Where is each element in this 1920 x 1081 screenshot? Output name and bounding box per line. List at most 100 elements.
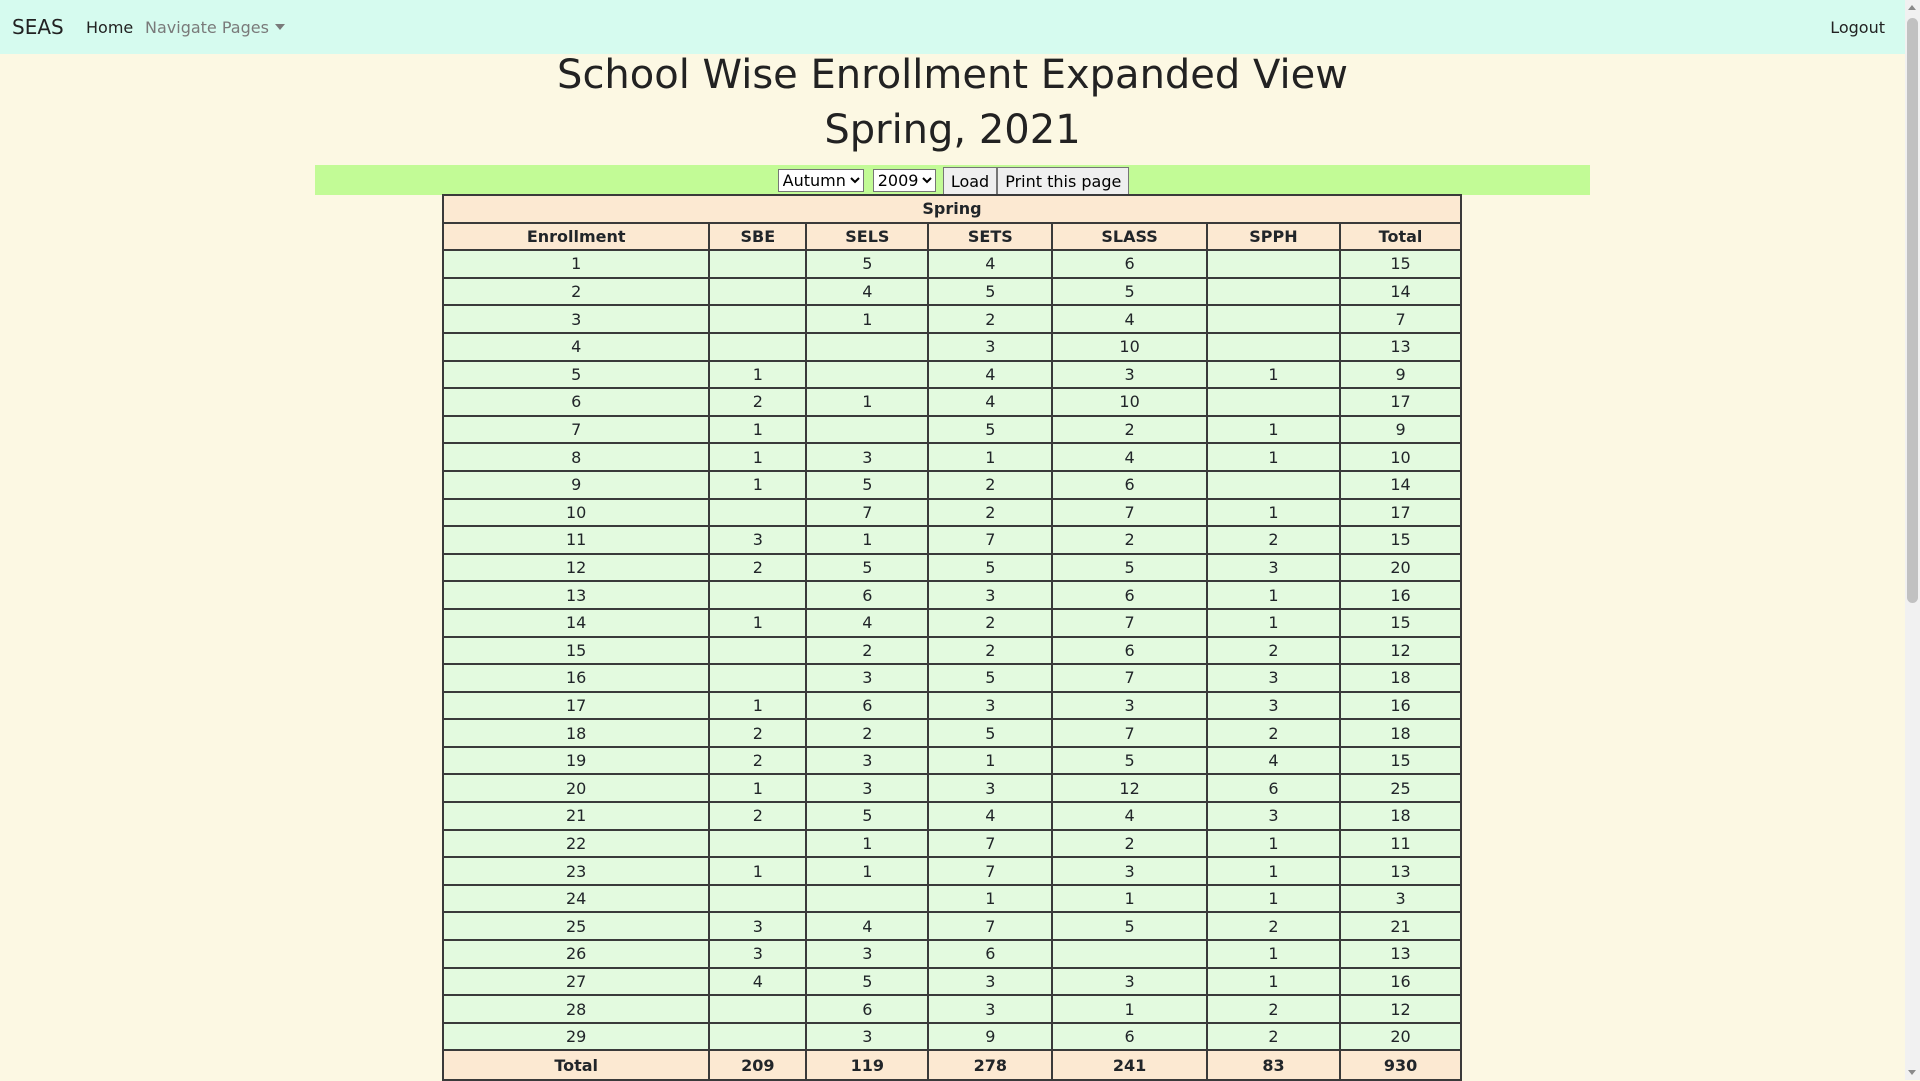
brand-link[interactable]: SEAS bbox=[12, 15, 64, 39]
table-row: 28 6 3 1 2 12 bbox=[441, 994, 1462, 1024]
load-button[interactable]: Load bbox=[942, 167, 998, 195]
table-cell: 18 bbox=[441, 718, 711, 748]
table-cell: 1 bbox=[1205, 607, 1342, 638]
table-cell: 2 bbox=[927, 469, 1054, 500]
table-cell: 7 bbox=[1051, 497, 1208, 528]
table-cell: 5 bbox=[441, 359, 711, 390]
table-cell: 6 bbox=[1051, 635, 1208, 666]
column-header: Total bbox=[1339, 221, 1462, 252]
table-cell bbox=[1205, 276, 1342, 307]
table-row: 6 2 1 4 10 17 bbox=[441, 387, 1462, 417]
table-cell bbox=[805, 883, 930, 914]
vertical-scrollbar[interactable] bbox=[1905, 0, 1920, 1080]
table-row: 16 3 5 7 3 18 bbox=[441, 663, 1462, 693]
table-cell: 1 bbox=[927, 745, 1054, 776]
table-row: 8 1 3 1 4 1 10 bbox=[441, 442, 1462, 472]
table-cell: 7 bbox=[1051, 663, 1208, 693]
table-cell: 2 bbox=[1205, 635, 1342, 666]
table-cell: 3 bbox=[1339, 883, 1462, 914]
table-row: 23 1 1 7 3 1 13 bbox=[441, 856, 1462, 886]
table-cell: 21 bbox=[441, 801, 711, 831]
table-cell: 3 bbox=[805, 442, 930, 472]
table-cell: 1 bbox=[708, 442, 808, 472]
total-cell: 241 bbox=[1051, 1049, 1208, 1081]
table-cell: 1 bbox=[805, 304, 930, 334]
table-cell: 3 bbox=[1205, 663, 1342, 693]
table-cell: 6 bbox=[441, 387, 711, 417]
table-cell: 5 bbox=[1051, 745, 1208, 776]
table-cell: 18 bbox=[1339, 801, 1462, 831]
table-row: 19 2 3 1 5 4 15 bbox=[441, 745, 1462, 776]
table-cell: 4 bbox=[441, 331, 711, 362]
table-cell: 2 bbox=[927, 607, 1054, 638]
table-cell: 16 bbox=[1339, 580, 1462, 610]
page-subtitle: Spring, 2021 bbox=[824, 107, 1081, 153]
table-cell: 3 bbox=[708, 525, 808, 555]
nav-logout-link[interactable]: Logout bbox=[1830, 18, 1885, 37]
table-cell: 3 bbox=[708, 939, 808, 969]
nav-home-link[interactable]: Home bbox=[86, 18, 134, 37]
year-select[interactable]: 2009 bbox=[872, 169, 936, 192]
table-cell: 15 bbox=[1339, 607, 1462, 638]
table-cell: 10 bbox=[1339, 442, 1462, 472]
table-cell: 3 bbox=[1051, 856, 1208, 886]
table-cell: 1 bbox=[1205, 966, 1342, 997]
table-cell: 6 bbox=[927, 939, 1054, 969]
scrollbar-thumb[interactable] bbox=[1907, 18, 1918, 603]
table-row: 27 4 5 3 3 1 16 bbox=[441, 966, 1462, 997]
table-row: 25 3 4 7 5 2 21 bbox=[441, 911, 1462, 942]
table-cell: 1 bbox=[1205, 580, 1342, 610]
table-cell: 2 bbox=[1205, 911, 1342, 942]
table-cell: 6 bbox=[1051, 249, 1208, 279]
semester-select[interactable]: Autumn bbox=[777, 169, 864, 192]
table-cell: 1 bbox=[805, 387, 930, 417]
table-cell: 1 bbox=[1205, 359, 1342, 390]
table-cell: 4 bbox=[805, 911, 930, 942]
table-cell: 1 bbox=[1051, 883, 1208, 914]
table-cell: 13 bbox=[441, 580, 711, 610]
table-cell: 7 bbox=[1339, 304, 1462, 334]
table-row: 14 1 4 2 7 1 15 bbox=[441, 607, 1462, 638]
table-row: 20 1 3 3 12 6 25 bbox=[441, 773, 1462, 804]
table-cell: 12 bbox=[1051, 773, 1208, 804]
table-cell: 17 bbox=[1339, 387, 1462, 417]
table-cell: 7 bbox=[1051, 607, 1208, 638]
table-cell: 3 bbox=[805, 939, 930, 969]
table-cell: 11 bbox=[441, 525, 711, 555]
table-cell: 2 bbox=[805, 635, 930, 666]
table-cell bbox=[805, 359, 930, 390]
table-cell bbox=[708, 276, 808, 307]
table-cell: 15 bbox=[1339, 745, 1462, 776]
table-cell: 4 bbox=[1051, 442, 1208, 472]
totals-row: Total 209 119 278 241 83 930 bbox=[441, 1049, 1462, 1081]
table-cell: 4 bbox=[927, 359, 1054, 390]
table-cell: 27 bbox=[441, 966, 711, 997]
table-cell: 6 bbox=[805, 580, 930, 610]
table-row: 26 3 3 6 1 13 bbox=[441, 939, 1462, 969]
table-cell bbox=[708, 304, 808, 334]
table-cell: 21 bbox=[1339, 911, 1462, 942]
table-cell bbox=[708, 994, 808, 1024]
table-cell: 12 bbox=[441, 552, 711, 583]
scroll-up-arrow-icon[interactable] bbox=[1908, 5, 1916, 10]
table-cell: 26 bbox=[441, 939, 711, 969]
table-cell bbox=[708, 580, 808, 610]
table-cell bbox=[1051, 939, 1208, 969]
table-cell: 15 bbox=[441, 635, 711, 666]
print-button[interactable]: Print this page bbox=[997, 167, 1130, 195]
table-cell: 3 bbox=[441, 304, 711, 334]
column-header: SBE bbox=[708, 221, 808, 252]
table-cell: 1 bbox=[1205, 414, 1342, 445]
table-cell: 4 bbox=[927, 249, 1054, 279]
nav-navigate-pages-dropdown[interactable]: Navigate Pages bbox=[145, 18, 285, 37]
scroll-down-arrow-icon[interactable] bbox=[1908, 1070, 1916, 1075]
table-cell: 5 bbox=[805, 966, 930, 997]
table-cell: 5 bbox=[805, 249, 930, 279]
table-cell: 1 bbox=[1205, 939, 1342, 969]
table-cell: 12 bbox=[1339, 994, 1462, 1024]
enrollment-table: Spring Enrollment SBE SELS SETS SLASS SPPH Tot… bbox=[441, 194, 1462, 1081]
table-cell bbox=[805, 414, 930, 445]
table-cell: 9 bbox=[441, 469, 711, 500]
table-cell: 15 bbox=[1339, 525, 1462, 555]
table-cell: 5 bbox=[805, 552, 930, 583]
